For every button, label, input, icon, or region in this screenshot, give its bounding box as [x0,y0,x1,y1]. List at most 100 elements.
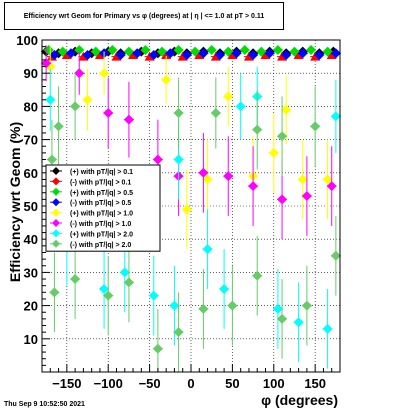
data-point [45,61,56,72]
data-point [152,343,163,354]
data-point [144,51,155,61]
legend-marker [52,219,60,227]
data-point [239,44,250,55]
data-point [103,290,114,301]
data-point [210,108,221,119]
data-point [277,194,288,205]
data-point [326,181,337,192]
data-point [231,48,242,59]
data-point [65,48,76,59]
data-point [198,48,209,59]
y-tick-label: 70 [24,133,38,148]
data-point [322,174,333,185]
data-point [310,121,321,132]
data-point [132,48,143,59]
legend-marker [52,208,60,217]
x-tick-label: −50 [139,376,161,391]
data-point [103,108,114,119]
data-point [310,51,321,61]
data-point [330,48,341,59]
data-point [177,51,188,61]
data-point [90,46,101,57]
data-point [223,46,234,57]
data-point [70,274,81,285]
data-point [202,174,213,185]
data-point [74,68,85,79]
data-point [115,49,126,60]
data-point [252,270,263,281]
legend: (+) with pT/|q| > 0.1 (-) with pT/|q| > 0… [45,164,161,252]
legend-marker [52,198,60,207]
series-group [46,73,341,372]
data-point [57,46,68,57]
data-point [173,154,184,165]
data-layer [41,44,341,372]
chart-title: Efficiency wrt Geom for Primary vs φ (de… [23,12,265,20]
legend-label: (+) with pT/|q| > 1.0 [70,211,133,218]
y-axis-label: Efficiency wrt Geom (%) [7,122,23,282]
data-point [243,51,254,61]
x-tick-label: 150 [304,376,326,391]
data-point [111,51,122,61]
data-point [53,121,64,132]
data-point [194,49,205,59]
legend-label: (+) with pT/|q| > 0.1 [70,169,133,176]
x-tick-label: 50 [225,376,239,391]
data-point [268,147,279,158]
data-point [326,49,337,59]
data-point [306,44,317,55]
data-point [281,104,292,115]
data-point [214,49,225,60]
data-point [223,91,234,102]
data-point [45,94,56,105]
y-tick-label: 80 [24,99,38,114]
data-point [49,287,60,298]
data-point [301,300,312,311]
y-tick-label: 90 [24,66,38,81]
legend-marker [52,229,60,238]
series-group [45,66,341,369]
data-point [49,49,60,60]
data-point [74,44,85,55]
y-tick-label: 30 [24,265,38,280]
data-point [281,49,292,60]
data-point [161,49,172,59]
x-tick-label: −150 [52,376,81,391]
data-point [148,49,159,60]
data-point [248,181,259,192]
data-point [82,49,93,60]
series-group [43,44,333,57]
data-point [272,44,283,55]
y-tick-label: 10 [24,332,38,347]
data-point [277,313,288,324]
y-tick-label: 100 [16,33,38,48]
data-point [210,51,221,61]
legend-marker [52,239,60,248]
legend-label: (-) with pT/|q| > 0.1 [70,179,131,186]
data-point [82,94,93,105]
data-point [198,167,209,178]
data-point [123,46,134,57]
data-point [227,300,238,311]
data-point [293,49,304,59]
data-point [123,277,134,288]
x-tick-label: −100 [94,376,123,391]
data-point [46,154,57,165]
data-point [202,244,213,255]
legend-label: (+) with pT/|q| > 0.5 [70,190,133,197]
x-axis-label: φ (degrees) [261,392,338,408]
data-point [322,46,333,57]
data-point [123,114,134,125]
data-point [99,284,110,294]
legend-label: (-) with pT/|q| > 2.0 [70,242,131,249]
data-point [260,49,271,59]
data-point [330,250,341,261]
data-point [157,46,168,57]
y-tick-label: 20 [24,299,38,314]
x-tick-label: 0 [187,376,194,391]
data-point [99,68,110,79]
data-point [119,267,130,278]
data-point [223,171,234,182]
data-point [140,44,151,55]
y-tick-label: 60 [24,166,38,181]
